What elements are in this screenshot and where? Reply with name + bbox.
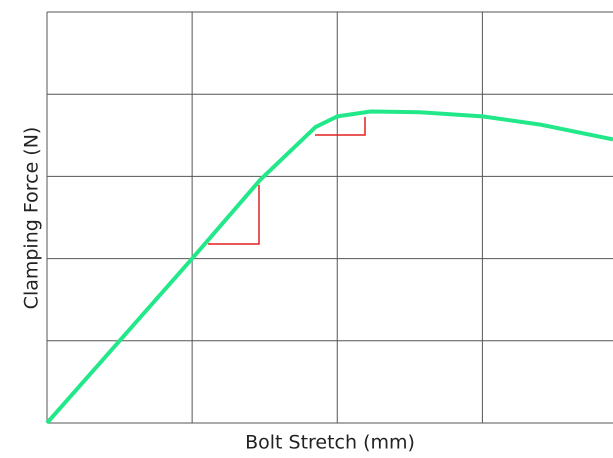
slope-marker (208, 185, 260, 245)
slope-marker (315, 117, 366, 136)
grid (46, 11, 613, 424)
y-axis-label: Clamping Force (N) (21, 127, 43, 310)
data-line (45, 109, 613, 425)
plot (45, 109, 613, 425)
x-axis-label: Bolt Stretch (mm) (245, 432, 415, 454)
